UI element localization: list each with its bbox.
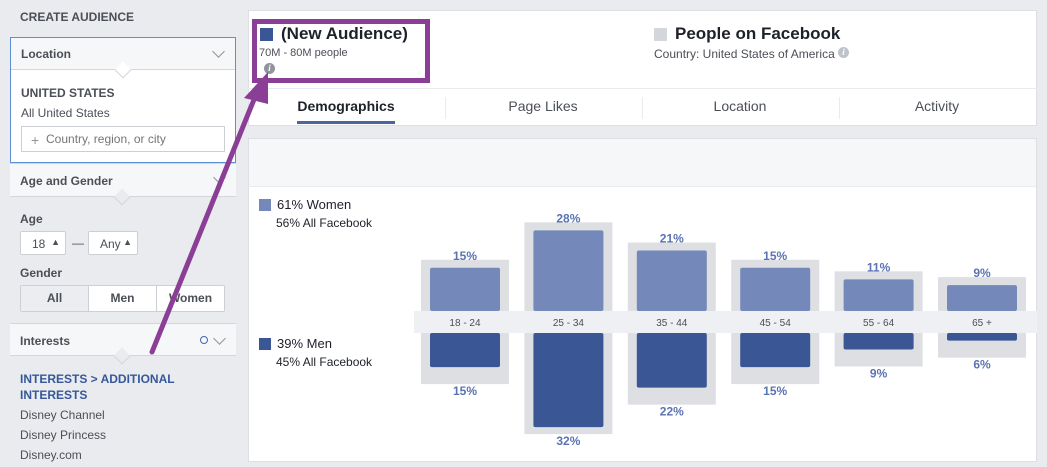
- legend-men-title: 39% Men: [277, 336, 332, 351]
- bar-women-label: 28%: [556, 211, 580, 225]
- bar-men-label: 15%: [763, 384, 787, 398]
- tab-divider: [445, 97, 446, 119]
- age-min-select[interactable]: 18 ▲︎: [20, 231, 66, 255]
- interests-path[interactable]: INTERESTS > ADDITIONAL INTERESTS: [20, 372, 175, 402]
- audience-color-swatch: [260, 28, 273, 41]
- audience-highlight-box: [252, 19, 430, 83]
- age-max-select[interactable]: Any ▲︎: [88, 231, 138, 255]
- age-tick-label: 18 - 24: [449, 318, 481, 329]
- tab-page-likes[interactable]: Page Likes: [508, 98, 578, 114]
- age-tick-label: 65 +: [972, 318, 992, 329]
- gender-option-all[interactable]: All: [21, 286, 89, 311]
- chart-card-header: [248, 138, 1037, 186]
- legend-women-subtitle: 56% All Facebook: [276, 216, 373, 230]
- tab-activity[interactable]: Activity: [914, 98, 960, 114]
- updown-arrow-icon: ▲︎: [123, 237, 132, 247]
- location-panel-header[interactable]: Location: [11, 38, 235, 79]
- bar-men: [740, 333, 811, 368]
- bar-women: [740, 267, 811, 311]
- bar-men: [843, 333, 914, 350]
- bar-men: [947, 333, 1017, 341]
- bar-women-label: 21%: [660, 232, 684, 246]
- interest-item[interactable]: Disney Princess: [20, 428, 107, 442]
- bar-women: [533, 230, 604, 311]
- bar-women-label: 11%: [867, 260, 891, 274]
- legend-women-swatch: [259, 199, 271, 211]
- bar-men-label: 15%: [453, 384, 477, 398]
- tab-bar: Demographics Page Likes Location Activit…: [248, 88, 1037, 126]
- updown-arrow-icon: ▲︎: [51, 237, 60, 247]
- age-min-value: 18: [32, 237, 46, 251]
- bar-men: [533, 333, 604, 428]
- location-country: UNITED STATES: [21, 86, 115, 100]
- audience-title: (New Audience): [281, 24, 408, 43]
- interest-item[interactable]: Disney.com: [20, 448, 82, 462]
- age-range-dash: —: [72, 236, 84, 250]
- sidebar-title: CREATE AUDIENCE: [20, 10, 135, 24]
- interests-label: Interests: [20, 334, 71, 348]
- bar-women: [947, 285, 1017, 311]
- bar-men-label: 22%: [660, 405, 684, 419]
- bar-women: [430, 267, 500, 311]
- legend-men-subtitle: 45% All Facebook: [276, 355, 373, 369]
- bar-women-label: 15%: [763, 249, 787, 263]
- tab-divider: [839, 97, 840, 119]
- age-tick-label: 25 - 34: [553, 318, 585, 329]
- bar-men: [430, 333, 500, 368]
- age-tick-label: 55 - 64: [863, 318, 895, 329]
- location-label: Location: [21, 47, 71, 61]
- audience-size: 70M - 80M people: [259, 47, 348, 59]
- bar-men: [636, 333, 707, 388]
- facebook-country: Country: United States of America: [654, 47, 835, 61]
- active-tab-indicator: [297, 121, 395, 124]
- age-max-value: Any: [100, 237, 121, 251]
- tab-demographics[interactable]: Demographics: [297, 98, 395, 114]
- facebook-title: People on Facebook: [675, 24, 841, 43]
- facebook-color-swatch: [654, 28, 667, 41]
- age-axis-band: [414, 311, 1037, 333]
- age-tick-label: 45 - 54: [760, 318, 792, 329]
- bar-women-label: 15%: [453, 249, 477, 263]
- age-tick-label: 35 - 44: [656, 318, 688, 329]
- bar-women-label: 9%: [973, 266, 991, 280]
- plus-icon: +: [31, 132, 40, 148]
- legend-men-swatch: [259, 338, 271, 350]
- age-gender-label: Age and Gender: [20, 174, 113, 188]
- tab-location[interactable]: Location: [713, 98, 767, 114]
- bar-men-label: 6%: [973, 358, 991, 372]
- location-subtitle: All United States: [21, 106, 110, 120]
- age-label: Age: [20, 212, 43, 226]
- gender-label: Gender: [20, 266, 63, 280]
- bar-men-label: 9%: [870, 366, 888, 380]
- bar-women: [636, 250, 707, 311]
- legend-women-title: 61% Women: [277, 197, 352, 212]
- interest-item[interactable]: Disney Channel: [20, 408, 105, 422]
- info-icon[interactable]: i: [264, 63, 275, 74]
- bar-women: [843, 279, 914, 311]
- tab-divider: [642, 97, 643, 119]
- info-icon[interactable]: i: [838, 47, 849, 58]
- bar-men-label: 32%: [556, 434, 580, 448]
